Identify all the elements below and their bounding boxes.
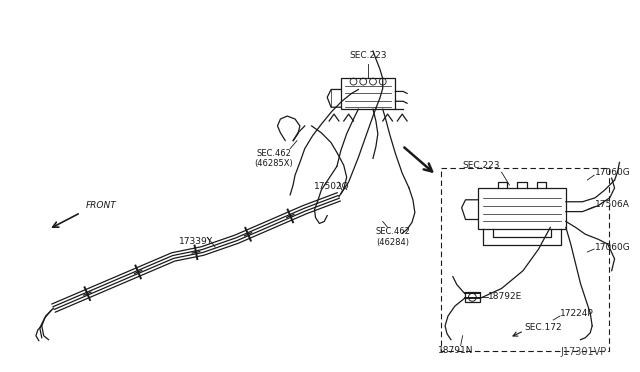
Bar [441, 168, 609, 350]
Bar [341, 78, 396, 109]
Text: 18792E: 18792E [488, 292, 522, 301]
Bar [478, 188, 566, 230]
Text: FRONT: FRONT [86, 201, 116, 210]
Text: SEC.223: SEC.223 [462, 161, 500, 170]
Text: 17506A: 17506A [595, 200, 630, 209]
Text: SEC.462
(46284): SEC.462 (46284) [375, 227, 410, 247]
Text: J17301VP: J17301VP [561, 347, 607, 357]
Text: SEC.462
(46285X): SEC.462 (46285X) [254, 148, 293, 168]
Text: 18791N: 18791N [438, 346, 474, 355]
Text: 17060G: 17060G [595, 243, 631, 251]
Text: SEC.172: SEC.172 [524, 323, 562, 332]
Text: 17339Y: 17339Y [179, 237, 212, 246]
Text: 17060G: 17060G [595, 168, 631, 177]
Text: SEC.223: SEC.223 [349, 51, 387, 60]
Text: 17224P: 17224P [560, 308, 594, 318]
Bar [465, 292, 480, 302]
Text: 17502Q: 17502Q [314, 182, 350, 191]
